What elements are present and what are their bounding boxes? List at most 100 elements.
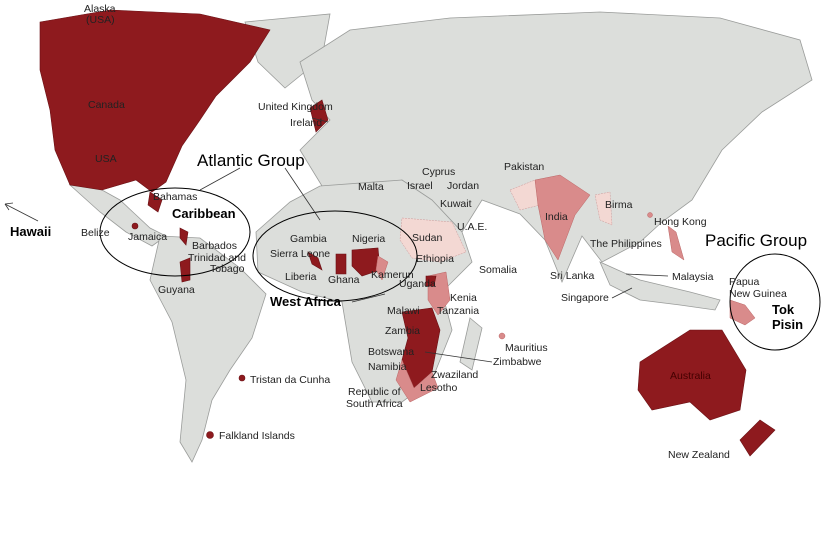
label-new-guinea: New Guinea: [729, 288, 787, 300]
label-malaysia: Malaysia: [672, 271, 714, 283]
label-jamaica: Jamaica: [128, 231, 167, 243]
label-zimbabwe: Zimbabwe: [493, 356, 542, 368]
label-srilanka: Sri Lanka: [550, 270, 595, 282]
label-republic-of: Republic of: [348, 386, 401, 398]
highlighted-regions: [39, 9, 776, 457]
malaysia-leader: [625, 273, 669, 277]
south-america: [149, 235, 267, 463]
label-sierra-leone: Sierra Leone: [270, 248, 330, 260]
pacific-ring: [729, 253, 821, 351]
hawaii-arrowhead-icon: [4, 202, 14, 211]
label-lesotho: Lesotho: [420, 382, 458, 394]
label-tanzania: Tanzania: [437, 305, 479, 317]
label-falkland: Falkland Islands: [219, 430, 295, 442]
label-alaska: Alaska: [84, 3, 116, 15]
label-south-africa: South Africa: [346, 398, 403, 410]
atlantic-lead-right: [284, 167, 321, 221]
label-mauritius: Mauritius: [505, 342, 548, 354]
label-namibia: Namibia: [368, 361, 407, 373]
label-malawi: Malawi: [387, 305, 420, 317]
caribbean-label: Caribbean: [172, 206, 236, 221]
label-kuwait: Kuwait: [440, 198, 472, 210]
region-png: [729, 299, 756, 326]
label-usa: USA: [95, 153, 117, 165]
region-usa-canada: [39, 9, 271, 193]
pisin-label: Pisin: [772, 317, 803, 332]
label-uae: U.A.E.: [457, 221, 487, 233]
label-uk: United Kingdom: [258, 101, 333, 113]
label-papua: Papua: [729, 276, 760, 288]
label-kenia: Kenia: [450, 292, 477, 304]
region-sierra-leone: [307, 251, 323, 271]
region-barbados: [179, 227, 189, 246]
atlantic-lead-left: [199, 167, 241, 191]
label-birma: Birma: [605, 199, 633, 211]
region-caribbean: [147, 191, 163, 213]
west-africa-ring: [252, 210, 418, 302]
hawaii-arrow-line: [4, 203, 39, 222]
label-kamerun: Kamerun: [371, 269, 414, 281]
label-hongkong: Hong Kong: [654, 216, 707, 228]
label-liberia: Liberia: [285, 271, 317, 283]
region-uk: [309, 99, 329, 133]
label-trinidad: Trinidad and: [188, 252, 246, 264]
label-pakistan: Pakistan: [504, 161, 544, 173]
label-ghana: Ghana: [328, 274, 360, 286]
region-uganda: [425, 275, 437, 287]
region-philippines: [667, 225, 685, 261]
label-barbados: Barbados: [192, 240, 237, 252]
label-india: India: [545, 211, 568, 223]
region-jamaica: [131, 222, 139, 230]
country-labels: Alaska (USA) Canada USA United Kingdom I…: [81, 3, 787, 461]
madagascar: [459, 317, 483, 371]
region-birma: [594, 191, 613, 226]
label-australia: Australia: [670, 370, 711, 382]
label-philippines: The Philippines: [590, 238, 662, 250]
label-nigeria: Nigeria: [352, 233, 385, 245]
label-guyana: Guyana: [158, 284, 195, 296]
label-israel: Israel: [407, 180, 433, 192]
label-leaders: [311, 117, 669, 363]
label-malta: Malta: [358, 181, 384, 193]
label-jordan: Jordan: [447, 180, 479, 192]
label-botswana: Botswana: [368, 346, 414, 358]
label-tobago: Tobago: [210, 263, 245, 275]
label-somalia: Somalia: [479, 264, 517, 276]
hawaii-label: Hawaii: [10, 224, 51, 239]
pacific-group-label: Pacific Group: [705, 231, 807, 250]
region-hongkong: [647, 212, 653, 218]
label-gambia: Gambia: [290, 233, 327, 245]
label-ireland: Ireland: [290, 117, 322, 129]
singapore-leader: [611, 287, 633, 299]
caribbean-ring: [99, 187, 251, 277]
label-ethiopia: Ethiopia: [416, 253, 454, 265]
label-singapore: Singapore: [561, 292, 609, 304]
zimbabwe-leader: [424, 351, 493, 363]
central-america: [68, 184, 167, 247]
label-zwaziland: Zwaziland: [431, 369, 478, 381]
label-canada: Canada: [88, 99, 125, 111]
region-falkland: [206, 431, 214, 439]
label-zambia: Zambia: [385, 325, 420, 337]
region-australia: [637, 329, 747, 421]
region-nigeria: [351, 247, 381, 277]
label-new-zealand: New Zealand: [668, 449, 730, 461]
label-bahamas: Bahamas: [153, 191, 197, 203]
west-africa-lead: [351, 293, 386, 303]
indonesia: [599, 261, 721, 311]
region-india: [534, 174, 591, 261]
label-sudan: Sudan: [412, 232, 443, 244]
label-belize: Belize: [81, 227, 110, 239]
ireland-leader: [311, 117, 329, 123]
label-uganda: Uganda: [399, 278, 436, 290]
atlantic-group-label: Atlantic Group: [197, 151, 305, 170]
label-alaska-usa: (USA): [86, 14, 115, 26]
label-cyprus: Cyprus: [422, 166, 455, 178]
region-south-africa: [395, 359, 439, 403]
region-ghana: [335, 253, 347, 275]
region-kamerun: [375, 255, 389, 281]
region-new-zealand: [739, 419, 776, 457]
region-tristan: [238, 374, 246, 382]
label-tristan: Tristan da Cunha: [250, 374, 330, 386]
